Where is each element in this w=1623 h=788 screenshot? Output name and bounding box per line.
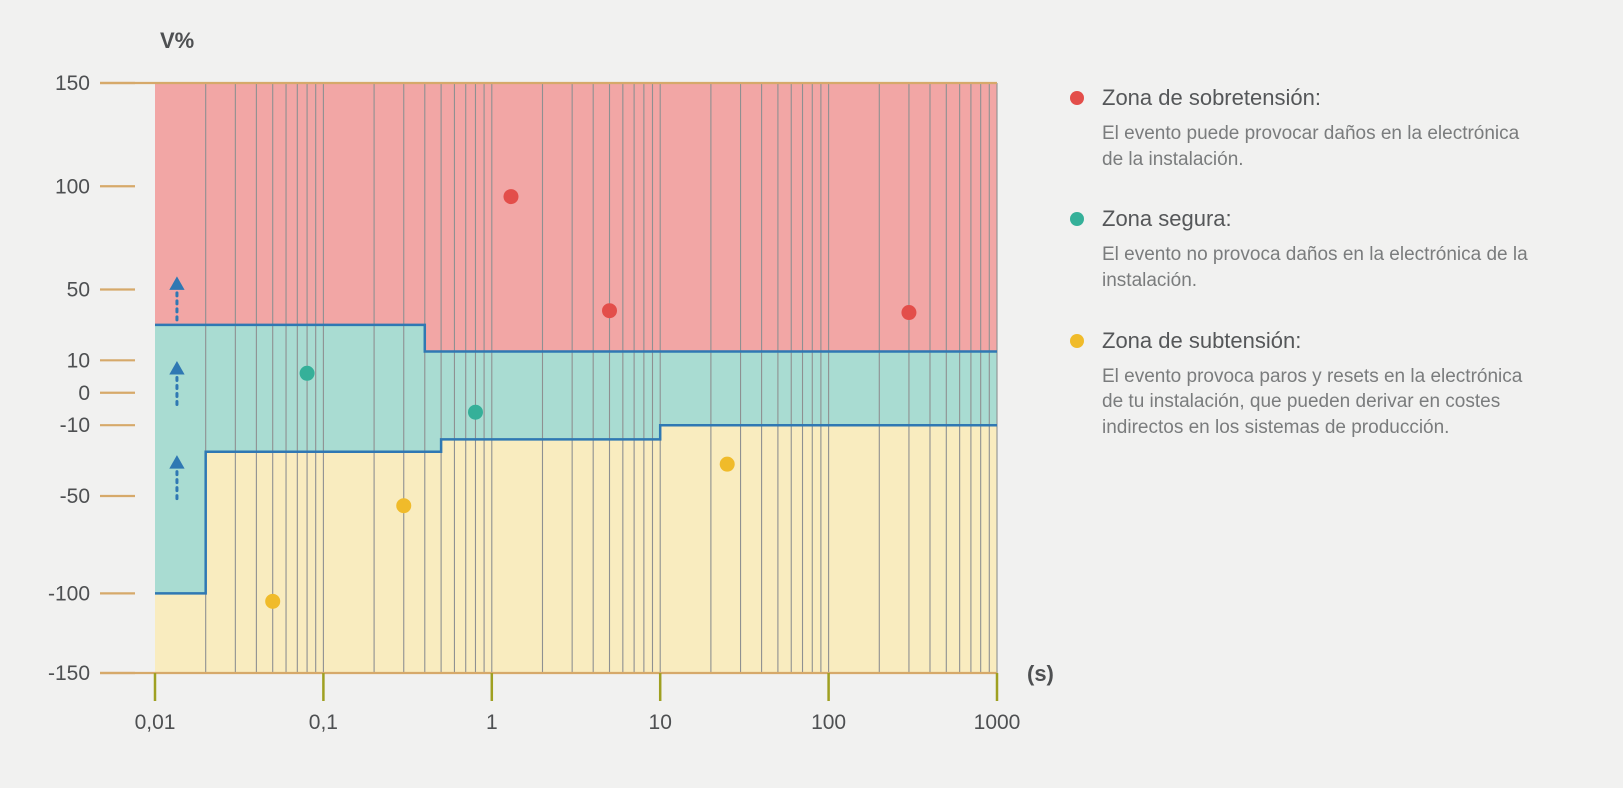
legend-desc-safe: El evento no provoca daños en la electró… xyxy=(1102,242,1532,293)
legend-dot-under xyxy=(1070,334,1084,348)
svg-text:-100: -100 xyxy=(48,582,90,605)
svg-text:0: 0 xyxy=(78,382,90,405)
svg-text:100: 100 xyxy=(55,175,90,198)
page: -150-100-50-1001050100150V%0,010,1110100… xyxy=(0,0,1623,788)
svg-text:1: 1 xyxy=(486,711,498,734)
svg-text:-150: -150 xyxy=(48,662,90,685)
svg-text:10: 10 xyxy=(649,711,672,734)
legend-title-under: Zona de subtensión: xyxy=(1102,328,1301,354)
legend: Zona de sobretensión: El evento puede pr… xyxy=(1070,0,1623,788)
legend-desc-under: El evento provoca paros y resets en la e… xyxy=(1102,364,1532,441)
svg-text:50: 50 xyxy=(67,279,90,302)
legend-item-over: Zona de sobretensión: El evento puede pr… xyxy=(1070,85,1563,172)
svg-text:V%: V% xyxy=(160,28,194,53)
chart-container: -150-100-50-1001050100150V%0,010,1110100… xyxy=(0,0,1070,788)
voltage-zone-chart: -150-100-50-1001050100150V%0,010,1110100… xyxy=(0,0,1070,788)
legend-desc-over: El evento puede provocar daños en la ele… xyxy=(1102,121,1532,172)
legend-dot-over xyxy=(1070,91,1084,105)
svg-text:1000: 1000 xyxy=(974,711,1021,734)
svg-text:-50: -50 xyxy=(60,485,90,508)
svg-text:100: 100 xyxy=(811,711,846,734)
svg-text:0,1: 0,1 xyxy=(309,711,338,734)
legend-title-safe: Zona segura: xyxy=(1102,206,1232,232)
legend-dot-safe xyxy=(1070,212,1084,226)
svg-text:10: 10 xyxy=(67,349,90,372)
svg-text:0,01: 0,01 xyxy=(135,711,176,734)
legend-title-over: Zona de sobretensión: xyxy=(1102,85,1321,111)
svg-text:(s): (s) xyxy=(1027,661,1054,686)
legend-item-safe: Zona segura: El evento no provoca daños … xyxy=(1070,206,1563,293)
svg-text:150: 150 xyxy=(55,72,90,95)
svg-text:-10: -10 xyxy=(60,414,90,437)
legend-item-under: Zona de subtensión: El evento provoca pa… xyxy=(1070,328,1563,441)
